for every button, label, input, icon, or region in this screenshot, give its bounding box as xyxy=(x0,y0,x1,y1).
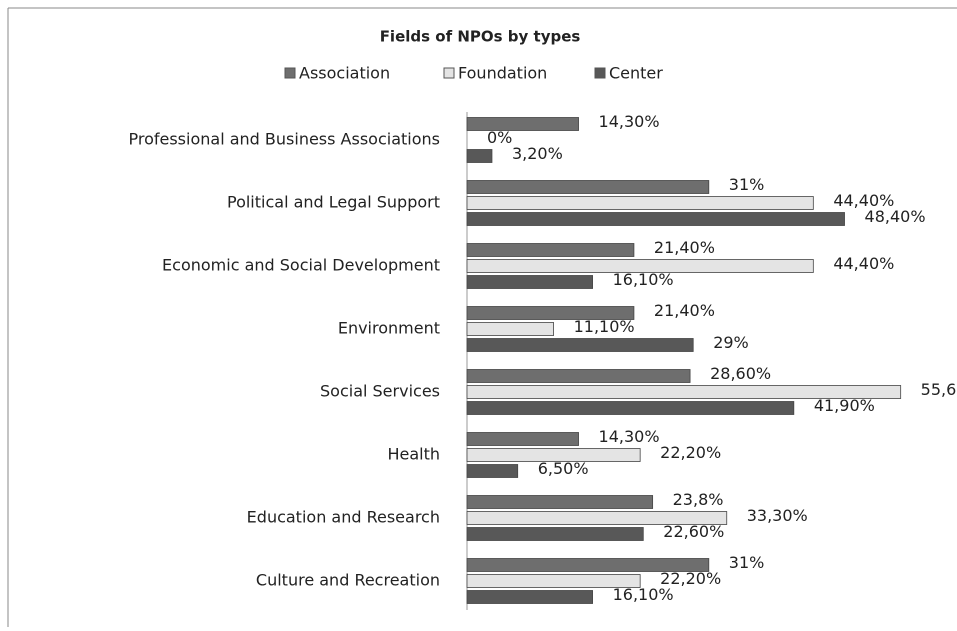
value-label: 16,10% xyxy=(613,270,674,289)
bar xyxy=(466,212,845,226)
y-tick-label: Professional and Business Associations xyxy=(128,130,440,149)
bar xyxy=(466,117,579,131)
bar xyxy=(466,464,519,478)
value-label: 6,50% xyxy=(538,459,589,478)
value-label: 44,40% xyxy=(833,191,894,210)
bar xyxy=(466,338,694,352)
value-label: 21,40% xyxy=(654,238,715,257)
bar xyxy=(466,511,728,525)
legend-swatch xyxy=(443,67,455,79)
value-label: 33,30% xyxy=(747,506,808,525)
bar xyxy=(466,322,554,336)
value-label: 22,60% xyxy=(663,522,724,541)
bar xyxy=(466,495,654,509)
legend-label: Center xyxy=(609,64,663,83)
bar xyxy=(466,574,641,588)
bar xyxy=(466,558,710,572)
chart-title: Fields of NPOs by types xyxy=(380,28,581,46)
bar xyxy=(466,385,902,399)
value-label: 31% xyxy=(729,553,765,572)
value-label: 11,10% xyxy=(574,317,635,336)
legend-label: Association xyxy=(299,64,390,83)
bar xyxy=(466,196,814,210)
value-label: 31% xyxy=(729,175,765,194)
bar xyxy=(466,401,795,415)
value-label: 3,20% xyxy=(512,144,563,163)
bar xyxy=(466,149,493,163)
value-label: 14,30% xyxy=(599,427,660,446)
value-label: 22,20% xyxy=(660,443,721,462)
bar xyxy=(466,306,635,320)
bar xyxy=(466,259,814,273)
bar xyxy=(466,448,641,462)
bar xyxy=(466,590,593,604)
value-label: 48,40% xyxy=(865,207,926,226)
value-label: 23,8% xyxy=(673,490,724,509)
y-tick-label: Culture and Recreation xyxy=(256,571,440,590)
bar xyxy=(466,275,593,289)
value-label: 29% xyxy=(713,333,749,352)
legend-swatch xyxy=(284,67,296,79)
value-label: 28,60% xyxy=(710,364,771,383)
value-label: 22,20% xyxy=(660,569,721,588)
value-label: 41,90% xyxy=(814,396,875,415)
y-tick-label: Environment xyxy=(338,319,440,338)
legend-swatch xyxy=(594,67,606,79)
y-tick-label: Health xyxy=(387,445,440,464)
legend-label: Foundation xyxy=(458,64,547,83)
y-tick-label: Economic and Social Development xyxy=(162,256,440,275)
bar xyxy=(466,432,579,446)
value-label: 0% xyxy=(487,128,512,147)
bar xyxy=(466,527,644,541)
value-label: 16,10% xyxy=(613,585,674,604)
y-tick-label: Education and Research xyxy=(247,508,440,527)
y-tick-label: Political and Legal Support xyxy=(227,193,440,212)
value-label: 55,60% xyxy=(921,380,957,399)
value-label: 44,40% xyxy=(833,254,894,273)
bar xyxy=(466,180,710,194)
bar xyxy=(466,243,635,257)
value-label: 21,40% xyxy=(654,301,715,320)
value-label: 14,30% xyxy=(599,112,660,131)
y-tick-label: Social Services xyxy=(320,382,440,401)
bar xyxy=(466,369,691,383)
